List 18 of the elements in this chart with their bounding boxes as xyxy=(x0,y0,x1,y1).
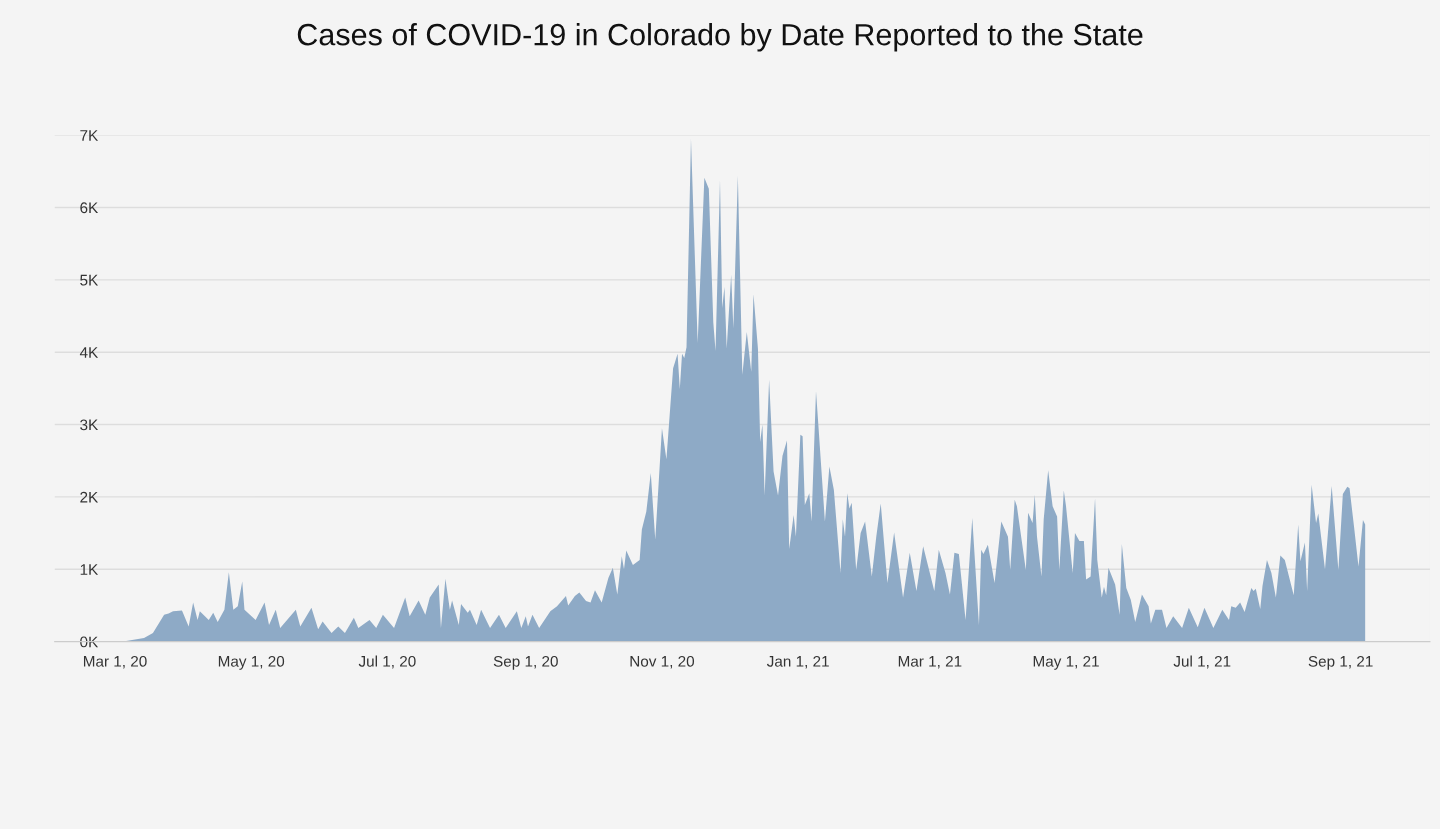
x-tick-label: May 1, 21 xyxy=(1033,655,1099,670)
x-tick-label: Sep 1, 20 xyxy=(493,655,558,670)
y-tick-label: 5K xyxy=(80,274,99,286)
chart-title: Cases of COVID-19 in Colorado by Date Reported to the State xyxy=(297,23,1143,52)
y-tick-label: 3K xyxy=(80,419,99,431)
y-tick-label: 1K xyxy=(80,564,99,575)
x-tick-label: Jan 1, 21 xyxy=(766,655,829,669)
x-tick-label: Nov 1, 20 xyxy=(630,655,695,669)
y-tick-label: 6K xyxy=(80,202,99,214)
x-tick-label: Sep 1, 21 xyxy=(1308,655,1373,670)
x-tick-label: Jul 1, 20 xyxy=(358,655,416,669)
x-tick-label: May 1, 20 xyxy=(218,655,285,670)
x-tick-label: Jul 1, 21 xyxy=(1173,655,1231,669)
y-tick-label: 7K xyxy=(80,130,99,141)
x-tick-label: Mar 1, 20 xyxy=(83,655,147,669)
x-tick-label: Mar 1, 21 xyxy=(898,655,962,669)
y-tick-label: 2K xyxy=(80,491,99,503)
y-tick-label: 4K xyxy=(79,347,99,358)
